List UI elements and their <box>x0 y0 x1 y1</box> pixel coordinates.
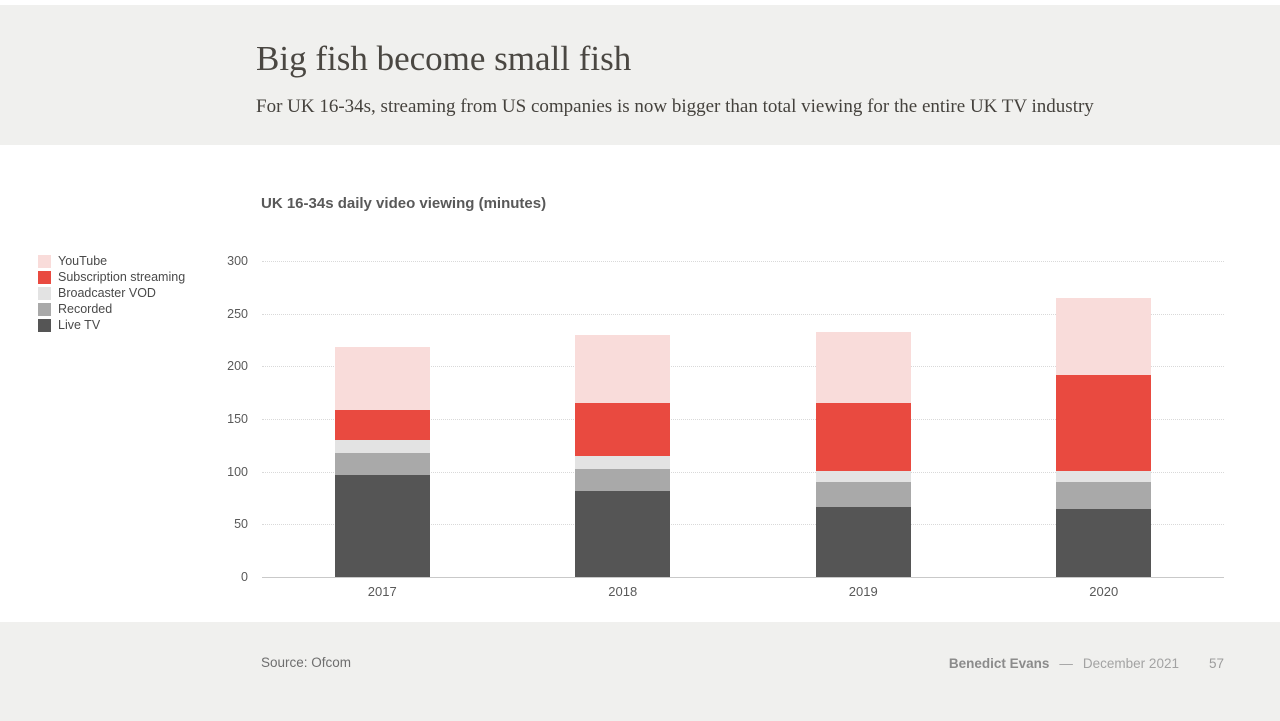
slide-subtitle: For UK 16-34s, streaming from US compani… <box>256 96 1094 117</box>
segment-subscription-streaming-2019 <box>815 403 911 471</box>
stacked-bar-2019 <box>815 331 911 577</box>
segment-recorded-2020 <box>1056 482 1152 509</box>
segment-youtube-2020 <box>1056 297 1152 375</box>
segment-broadcaster-vod-2017 <box>334 440 430 453</box>
chart-title: UK 16-34s daily video viewing (minutes) <box>261 195 547 212</box>
segment-subscription-streaming-2018 <box>575 403 671 456</box>
segment-broadcaster-vod-2018 <box>575 455 671 469</box>
segment-recorded-2017 <box>334 452 430 475</box>
x-tick-2017: 2017 <box>367 584 397 599</box>
legend-swatch-live-tv <box>38 318 51 332</box>
legend-label-broadcaster-vod: Broadcaster VOD <box>58 286 156 300</box>
x-tick-2019: 2019 <box>848 584 878 599</box>
x-tick-2018: 2018 <box>608 584 638 599</box>
segment-subscription-streaming-2017 <box>334 409 430 441</box>
legend-item-recorded: Recorded <box>38 301 185 317</box>
legend-label-subscription-streaming: Subscription streaming <box>58 270 186 284</box>
segment-live-tv-2018 <box>575 490 671 577</box>
x-axis-labels: 2017 2018 2019 2020 <box>262 584 1224 599</box>
gridline-150 <box>262 419 1224 420</box>
gridline-200 <box>262 366 1224 368</box>
segment-live-tv-2019 <box>815 507 911 577</box>
gridline-50 <box>262 524 1224 526</box>
x-tick-2020: 2020 <box>1089 584 1119 599</box>
gridline-100 <box>262 471 1224 473</box>
legend-item-live-tv: Live TV <box>38 317 185 333</box>
y-tick-0: 0 <box>241 570 248 584</box>
legend-swatch-recorded <box>38 302 51 316</box>
source-note: Source: Ofcom <box>261 655 352 670</box>
segment-recorded-2019 <box>815 482 911 508</box>
plot-area <box>262 261 1224 578</box>
page-number: 57 <box>1208 656 1224 671</box>
footer-separator: — <box>1059 656 1073 671</box>
bar-column-2020 <box>984 261 1225 577</box>
legend-label-live-tv: Live TV <box>58 318 101 332</box>
slide-title: Big fish become small fish <box>256 39 632 78</box>
segment-subscription-streaming-2020 <box>1056 374 1152 471</box>
segment-youtube-2019 <box>815 331 911 404</box>
bar-column-2017 <box>262 261 503 577</box>
legend-swatch-subscription-streaming <box>38 270 51 284</box>
y-tick-200: 200 <box>227 359 248 374</box>
legend-item-broadcaster-vod: Broadcaster VOD <box>38 285 185 301</box>
legend-label-youtube: YouTube <box>58 254 108 268</box>
footer-credit: Benedict Evans — December 2021 57 <box>949 656 1224 671</box>
footer-author: Benedict Evans <box>948 656 1050 671</box>
segment-broadcaster-vod-2019 <box>815 470 911 483</box>
legend-label-recorded: Recorded <box>58 302 113 316</box>
y-tick-250: 250 <box>227 306 248 321</box>
segment-youtube-2018 <box>575 334 671 404</box>
y-tick-150: 150 <box>227 412 248 426</box>
segment-youtube-2017 <box>334 347 430 410</box>
header-band: Big fish become small fish For UK 16-34s… <box>0 5 1280 145</box>
segment-live-tv-2020 <box>1056 508 1152 577</box>
segment-recorded-2018 <box>575 468 671 491</box>
stacked-bar-2020 <box>1056 297 1152 577</box>
legend-item-youtube: YouTube <box>38 253 185 269</box>
y-tick-100: 100 <box>227 464 248 479</box>
bar-column-2019 <box>743 261 984 577</box>
footer-date: December 2021 <box>1082 656 1179 671</box>
stacked-bar-2017 <box>334 347 430 577</box>
legend-item-subscription-streaming: Subscription streaming <box>38 269 185 285</box>
chart-legend: YouTube Subscription streaming Broadcaster… <box>38 253 185 333</box>
segment-live-tv-2017 <box>334 474 430 577</box>
footer-band: Source: Ofcom Benedict Evans — December … <box>0 622 1280 721</box>
legend-swatch-youtube <box>38 254 51 268</box>
legend-swatch-broadcaster-vod <box>38 286 51 300</box>
segment-broadcaster-vod-2020 <box>1056 470 1152 483</box>
y-tick-50: 50 <box>234 517 248 532</box>
stacked-bar-2018 <box>575 334 671 577</box>
y-tick-300: 300 <box>227 254 248 268</box>
gridline-250 <box>262 313 1224 315</box>
bars-row <box>262 261 1224 577</box>
gridline-300 <box>262 261 1224 262</box>
bar-column-2018 <box>503 261 744 577</box>
